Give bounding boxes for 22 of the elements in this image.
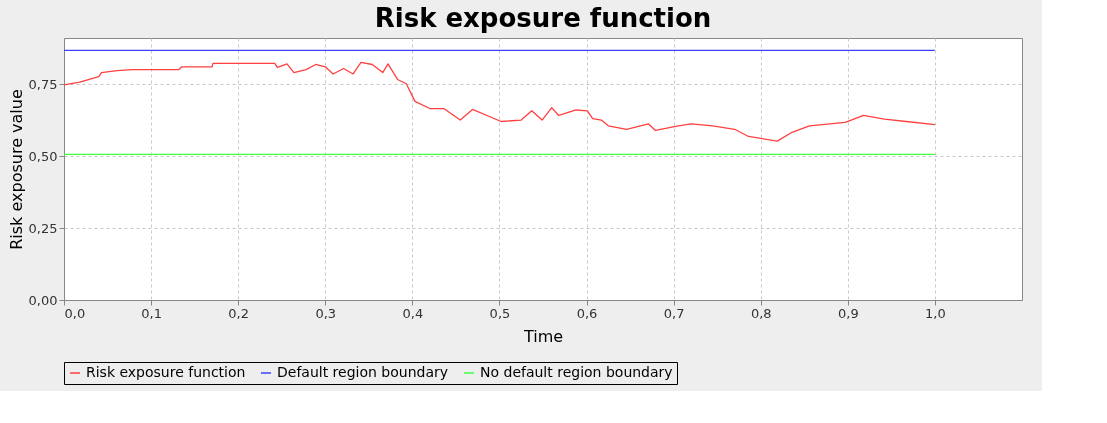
y-tick-label: 0,25	[28, 220, 58, 236]
x-tick-label: 0,6	[576, 305, 598, 321]
y-tick-label: 0,00	[28, 292, 58, 308]
x-tick-label: 0,9	[837, 305, 859, 321]
x-tick-label: 0,4	[402, 305, 424, 321]
x-tick-label: 0,8	[750, 305, 772, 321]
y-tick-label: 0,50	[28, 148, 58, 164]
y-tick-label: 0,75	[28, 76, 58, 92]
x-tick-label: 1,0	[925, 305, 946, 321]
x-tick-label: 0,5	[489, 305, 511, 321]
x-tick-label: 0,3	[315, 305, 337, 321]
x-tick-label: 0,2	[228, 305, 250, 321]
legend-label: Default region boundary	[277, 364, 449, 380]
x-tick-label: 0,1	[141, 305, 162, 321]
x-axis-title: Time	[522, 326, 564, 346]
chart-title: Risk exposure function	[374, 3, 712, 33]
x-tick-label: 0,7	[663, 305, 685, 321]
x-tick-label: 0,0	[64, 305, 86, 321]
legend-label: No default region boundary	[480, 364, 673, 380]
legend-label: Risk exposure function	[86, 364, 246, 380]
y-axis-title: Risk exposure value	[6, 89, 26, 250]
line-series	[63, 61, 936, 142]
